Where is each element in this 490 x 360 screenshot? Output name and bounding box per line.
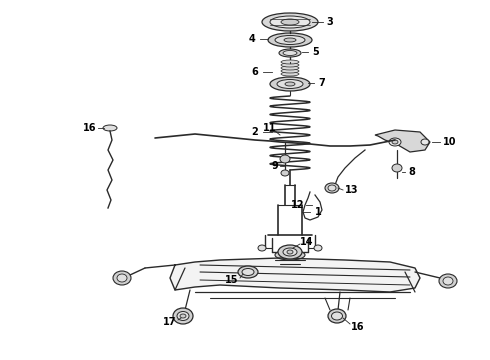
Ellipse shape	[389, 138, 401, 146]
Ellipse shape	[278, 245, 302, 259]
Ellipse shape	[238, 266, 258, 278]
Ellipse shape	[443, 277, 453, 285]
Ellipse shape	[283, 50, 297, 55]
Ellipse shape	[281, 66, 299, 70]
Ellipse shape	[117, 274, 127, 282]
Polygon shape	[170, 258, 420, 292]
Ellipse shape	[281, 170, 289, 176]
Ellipse shape	[325, 183, 339, 193]
Text: 9: 9	[271, 161, 278, 171]
Ellipse shape	[332, 312, 343, 320]
Text: 8: 8	[409, 167, 416, 177]
Text: 1: 1	[315, 207, 321, 217]
Ellipse shape	[242, 269, 254, 275]
Ellipse shape	[439, 274, 457, 288]
Text: 7: 7	[318, 78, 325, 88]
Polygon shape	[375, 130, 430, 152]
Ellipse shape	[280, 155, 290, 163]
Ellipse shape	[281, 72, 299, 76]
Ellipse shape	[180, 314, 186, 318]
Ellipse shape	[262, 13, 318, 31]
Ellipse shape	[268, 33, 312, 47]
Ellipse shape	[314, 245, 322, 251]
Ellipse shape	[281, 69, 299, 73]
Ellipse shape	[392, 140, 398, 144]
Text: 6: 6	[252, 67, 258, 77]
Text: 16: 16	[83, 123, 97, 133]
Text: 4: 4	[248, 34, 255, 44]
Ellipse shape	[258, 245, 266, 251]
Ellipse shape	[392, 164, 402, 172]
Ellipse shape	[281, 19, 299, 25]
Ellipse shape	[281, 60, 299, 64]
Ellipse shape	[275, 36, 305, 45]
Text: 2: 2	[252, 127, 258, 137]
Text: 17: 17	[163, 317, 177, 327]
Ellipse shape	[275, 250, 305, 260]
Ellipse shape	[113, 271, 131, 285]
Ellipse shape	[287, 250, 293, 254]
Text: 15: 15	[225, 275, 239, 285]
Text: 11: 11	[263, 123, 277, 133]
Ellipse shape	[283, 248, 297, 256]
Text: 3: 3	[327, 17, 333, 27]
Ellipse shape	[279, 49, 301, 57]
Ellipse shape	[421, 139, 429, 145]
Ellipse shape	[277, 80, 303, 89]
Ellipse shape	[270, 77, 310, 91]
Text: 16: 16	[351, 322, 365, 332]
Text: 13: 13	[345, 185, 359, 195]
Ellipse shape	[285, 82, 295, 86]
Ellipse shape	[177, 311, 189, 320]
Ellipse shape	[328, 309, 346, 323]
Ellipse shape	[284, 38, 296, 42]
Ellipse shape	[103, 125, 117, 131]
Ellipse shape	[281, 63, 299, 67]
Text: 5: 5	[313, 47, 319, 57]
Ellipse shape	[328, 185, 336, 191]
Ellipse shape	[270, 16, 310, 28]
Ellipse shape	[173, 308, 193, 324]
Text: 12: 12	[291, 200, 305, 210]
Text: 10: 10	[443, 137, 457, 147]
Text: 14: 14	[300, 237, 314, 247]
